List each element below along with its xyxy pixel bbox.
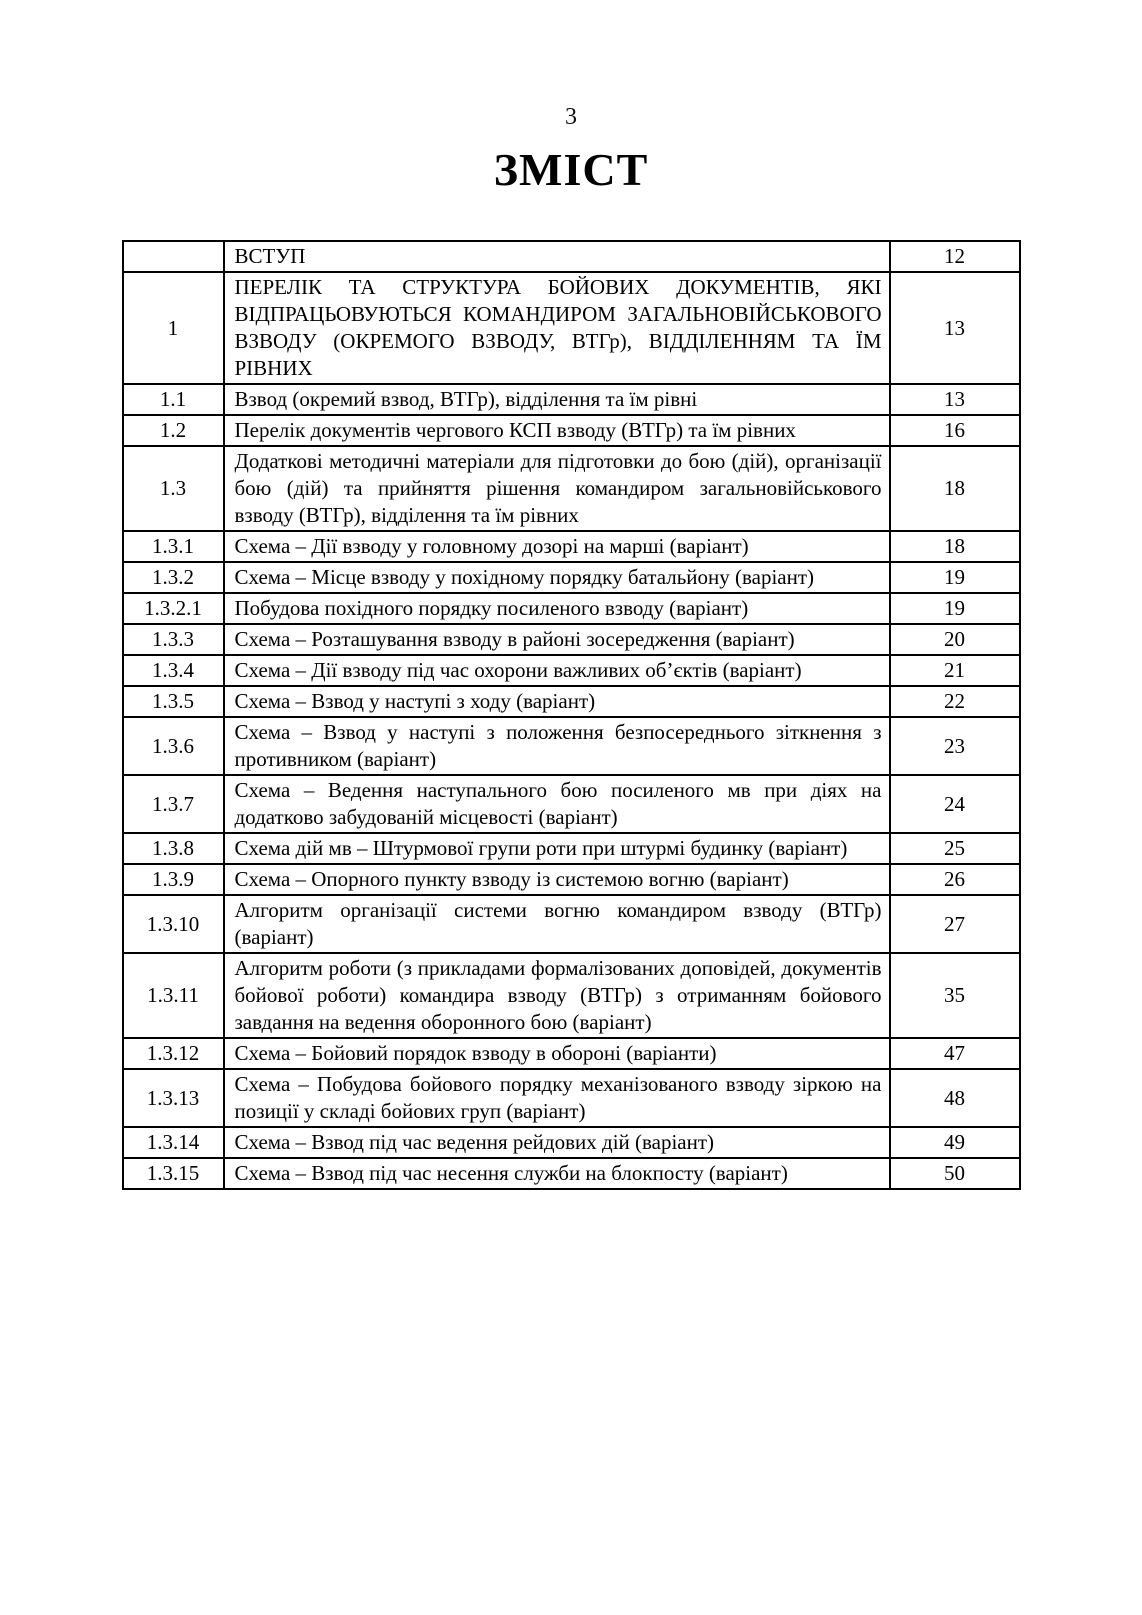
row-section-number: 1.2	[121, 414, 225, 447]
table-row: 1.1 Взвод (окремий взвод, ВТГр), відділе…	[121, 383, 1021, 416]
row-section-title: Схема – Взвод у наступі з ходу (варіант)	[222, 685, 891, 718]
table-row: 1.3.13 Схема – Побудова бойового порядку…	[121, 1068, 1021, 1128]
row-section-title: Перелік документів чергового КСП взводу …	[222, 414, 891, 447]
row-section-title: Схема – Розташування взводу в районі зос…	[222, 623, 891, 656]
row-section-number: 1.3.2	[121, 561, 225, 594]
table-row: ВСТУП 12	[121, 240, 1021, 273]
row-section-title: Схема – Взвод у наступі з положення безп…	[222, 716, 891, 776]
row-page-number: 26	[888, 863, 1021, 896]
row-section-title: Схема – Опорного пункту взводу із систем…	[222, 863, 891, 896]
row-section-number: 1.3.15	[121, 1157, 225, 1190]
row-page-number: 18	[888, 445, 1021, 532]
row-page-number: 12	[888, 240, 1021, 273]
row-section-title: Схема – Взвод під час несення служби на …	[222, 1157, 891, 1190]
table-row: 1.3.14 Схема – Взвод під час ведення рей…	[121, 1126, 1021, 1159]
row-page-number: 49	[888, 1126, 1021, 1159]
row-page-number: 25	[888, 832, 1021, 865]
table-row: 1.3.12 Схема – Бойовий порядок взводу в …	[121, 1037, 1021, 1070]
table-row: 1.3.6 Схема – Взвод у наступі з положенн…	[121, 716, 1021, 776]
table-row: 1.3.9 Схема – Опорного пункту взводу із …	[121, 863, 1021, 896]
row-section-number: 1.3.12	[121, 1037, 225, 1070]
row-section-title: Схема – Дії взводу у головному дозорі на…	[222, 530, 891, 563]
table-row: 1.3.3 Схема – Розташування взводу в райо…	[121, 623, 1021, 656]
row-section-title: Схема – Взвод під час ведення рейдових д…	[222, 1126, 891, 1159]
row-section-number: 1.3.7	[121, 774, 225, 834]
row-page-number: 47	[888, 1037, 1021, 1070]
row-page-number: 22	[888, 685, 1021, 718]
row-page-number: 35	[888, 952, 1021, 1039]
row-section-number: 1.3.3	[121, 623, 225, 656]
row-section-title: ПЕРЕЛІК ТА СТРУКТУРА БОЙОВИХ ДОКУМЕНТІВ,…	[222, 271, 891, 385]
table-row: 1.3.10 Алгоритм організації системи вогн…	[121, 894, 1021, 954]
table-row: 1.3.2 Схема – Місце взводу у похідному п…	[121, 561, 1021, 594]
row-section-title: Взвод (окремий взвод, ВТГр), відділення …	[222, 383, 891, 416]
row-section-title: Схема – Дії взводу під час охорони важли…	[222, 654, 891, 687]
row-section-number: 1.3.4	[121, 654, 225, 687]
row-page-number: 48	[888, 1068, 1021, 1128]
table-row: 1.3.1 Схема – Дії взводу у головному доз…	[121, 530, 1021, 563]
row-page-number: 24	[888, 774, 1021, 834]
row-page-number: 19	[888, 561, 1021, 594]
row-section-number: 1.3.13	[121, 1068, 225, 1128]
row-page-number: 23	[888, 716, 1021, 776]
row-page-number: 13	[888, 271, 1021, 385]
row-section-number: 1.3.9	[121, 863, 225, 896]
row-section-number: 1.3	[121, 445, 225, 532]
row-section-title: Схема – Ведення наступального бою посиле…	[222, 774, 891, 834]
row-section-number: 1.3.2.1	[121, 592, 225, 625]
row-section-number: 1.3.1	[121, 530, 225, 563]
table-row: 1.3.7 Схема – Ведення наступального бою …	[121, 774, 1021, 834]
row-page-number: 16	[888, 414, 1021, 447]
row-section-title: Схема дій мв – Штурмової групи роти при …	[222, 832, 891, 865]
table-row: 1.3.11 Алгоритм роботи (з прикладами фор…	[121, 952, 1021, 1039]
row-section-number: 1.3.11	[121, 952, 225, 1039]
table-row: 1.3.8 Схема дій мв – Штурмової групи рот…	[121, 832, 1021, 865]
table-row: 1 ПЕРЕЛІК ТА СТРУКТУРА БОЙОВИХ ДОКУМЕНТІ…	[121, 271, 1021, 385]
row-section-number: 1.3.14	[121, 1126, 225, 1159]
row-page-number: 18	[888, 530, 1021, 563]
row-section-title: Алгоритм організації системи вогню коман…	[222, 894, 891, 954]
table-row: 1.2 Перелік документів чергового КСП взв…	[121, 414, 1021, 447]
row-page-number: 21	[888, 654, 1021, 687]
row-section-number: 1.1	[121, 383, 225, 416]
row-section-title: Додаткові методичні матеріали для підгот…	[222, 445, 891, 532]
row-page-number: 20	[888, 623, 1021, 656]
row-section-title: Схема – Бойовий порядок взводу в обороні…	[222, 1037, 891, 1070]
row-section-title: Побудова похідного порядку посиленого вз…	[222, 592, 891, 625]
page-title: ЗМІСТ	[493, 144, 649, 195]
row-page-number: 13	[888, 383, 1021, 416]
table-row: 1.3.2.1 Побудова похідного порядку посил…	[121, 592, 1021, 625]
page-number: 3	[565, 104, 577, 130]
table-row: 1.3.15 Схема – Взвод під час несення слу…	[121, 1157, 1021, 1190]
row-section-title: ВСТУП	[222, 240, 891, 273]
row-section-title: Алгоритм роботи (з прикладами формалізов…	[222, 952, 891, 1039]
row-page-number: 19	[888, 592, 1021, 625]
row-section-number: 1.3.5	[121, 685, 225, 718]
toc-table-body: ВСТУП 12 1 ПЕРЕЛІК ТА СТРУКТУРА БОЙОВИХ …	[121, 240, 1021, 1190]
row-section-title: Схема – Місце взводу у похідному порядку…	[222, 561, 891, 594]
row-section-title: Схема – Побудова бойового порядку механі…	[222, 1068, 891, 1128]
row-page-number: 27	[888, 894, 1021, 954]
toc-table: ВСТУП 12 1 ПЕРЕЛІК ТА СТРУКТУРА БОЙОВИХ …	[121, 240, 1021, 1190]
row-section-number: 1.3.8	[121, 832, 225, 865]
row-section-number: 1.3.10	[121, 894, 225, 954]
row-section-number: 1	[121, 271, 225, 385]
table-row: 1.3 Додаткові методичні матеріали для пі…	[121, 445, 1021, 532]
table-row: 1.3.4 Схема – Дії взводу під час охорони…	[121, 654, 1021, 687]
row-section-number	[121, 240, 225, 273]
table-row: 1.3.5 Схема – Взвод у наступі з ходу (ва…	[121, 685, 1021, 718]
row-section-number: 1.3.6	[121, 716, 225, 776]
row-page-number: 50	[888, 1157, 1021, 1190]
